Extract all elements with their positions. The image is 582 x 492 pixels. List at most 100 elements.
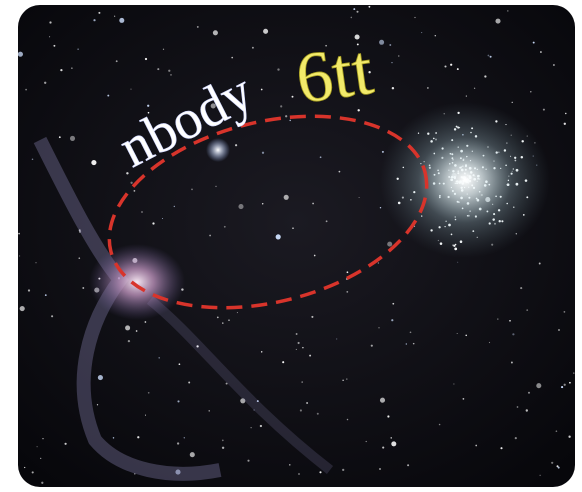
star (450, 64, 452, 66)
star (261, 351, 262, 352)
star (296, 333, 298, 335)
star (292, 96, 294, 98)
star (141, 211, 142, 212)
star (413, 343, 415, 345)
star (222, 322, 223, 323)
star (406, 343, 407, 344)
star (276, 234, 281, 239)
star (228, 320, 229, 321)
star (298, 342, 300, 344)
star (113, 437, 114, 438)
star (235, 144, 237, 146)
star (262, 152, 264, 154)
star (209, 235, 211, 237)
star (353, 8, 355, 10)
star (49, 36, 50, 37)
star (20, 306, 25, 311)
star (509, 320, 511, 322)
star (528, 392, 530, 394)
star-cluster (380, 102, 550, 258)
star (444, 65, 446, 67)
star (237, 312, 238, 313)
star (190, 452, 195, 457)
star (71, 68, 72, 69)
star (511, 362, 513, 364)
star (540, 475, 541, 476)
star (512, 333, 514, 335)
star (347, 271, 349, 273)
star (285, 115, 287, 117)
star (500, 447, 502, 449)
star (414, 17, 415, 18)
star (533, 42, 535, 44)
star (184, 437, 185, 438)
star (60, 69, 62, 71)
star (319, 471, 321, 473)
star (457, 68, 459, 70)
star (558, 329, 560, 331)
star (53, 45, 55, 47)
star (382, 151, 384, 153)
star (152, 222, 154, 224)
star (320, 156, 322, 158)
star (296, 349, 297, 350)
star (565, 113, 566, 114)
star (170, 74, 172, 76)
star (24, 467, 25, 468)
star (45, 294, 47, 296)
star (128, 340, 130, 342)
star (19, 255, 20, 256)
star (564, 311, 566, 313)
star (148, 392, 150, 394)
star (222, 447, 224, 449)
star (77, 49, 78, 50)
star (517, 406, 519, 408)
star (91, 160, 96, 165)
galaxy (89, 244, 185, 320)
star (35, 262, 36, 263)
star (209, 410, 210, 411)
star (435, 35, 436, 36)
logo-image: nbody 6tt (0, 0, 582, 492)
star (520, 287, 522, 289)
star (346, 378, 347, 379)
star (557, 465, 559, 467)
star (247, 460, 249, 462)
star (346, 291, 348, 293)
star (289, 120, 291, 122)
star (336, 338, 337, 339)
star (284, 195, 289, 200)
star (543, 109, 545, 111)
star (116, 60, 118, 62)
star (177, 442, 179, 444)
star (18, 233, 20, 235)
star (371, 345, 373, 347)
star (49, 21, 51, 23)
star (197, 26, 199, 28)
star (342, 469, 344, 471)
star (98, 12, 100, 14)
star (380, 207, 381, 208)
star (515, 437, 517, 439)
star (277, 68, 279, 70)
star (378, 327, 379, 328)
star (392, 303, 394, 305)
star (145, 415, 146, 416)
star (569, 382, 571, 384)
star (410, 331, 412, 333)
star (314, 255, 316, 257)
star (44, 82, 46, 84)
star (465, 335, 466, 336)
star (298, 473, 300, 475)
star (387, 415, 389, 417)
star (489, 342, 490, 343)
star (238, 204, 243, 209)
star (262, 203, 263, 204)
star (42, 438, 43, 439)
star (280, 105, 282, 107)
star (561, 386, 563, 388)
star (474, 88, 475, 89)
star (302, 347, 304, 349)
star (387, 242, 392, 247)
star (497, 318, 498, 319)
